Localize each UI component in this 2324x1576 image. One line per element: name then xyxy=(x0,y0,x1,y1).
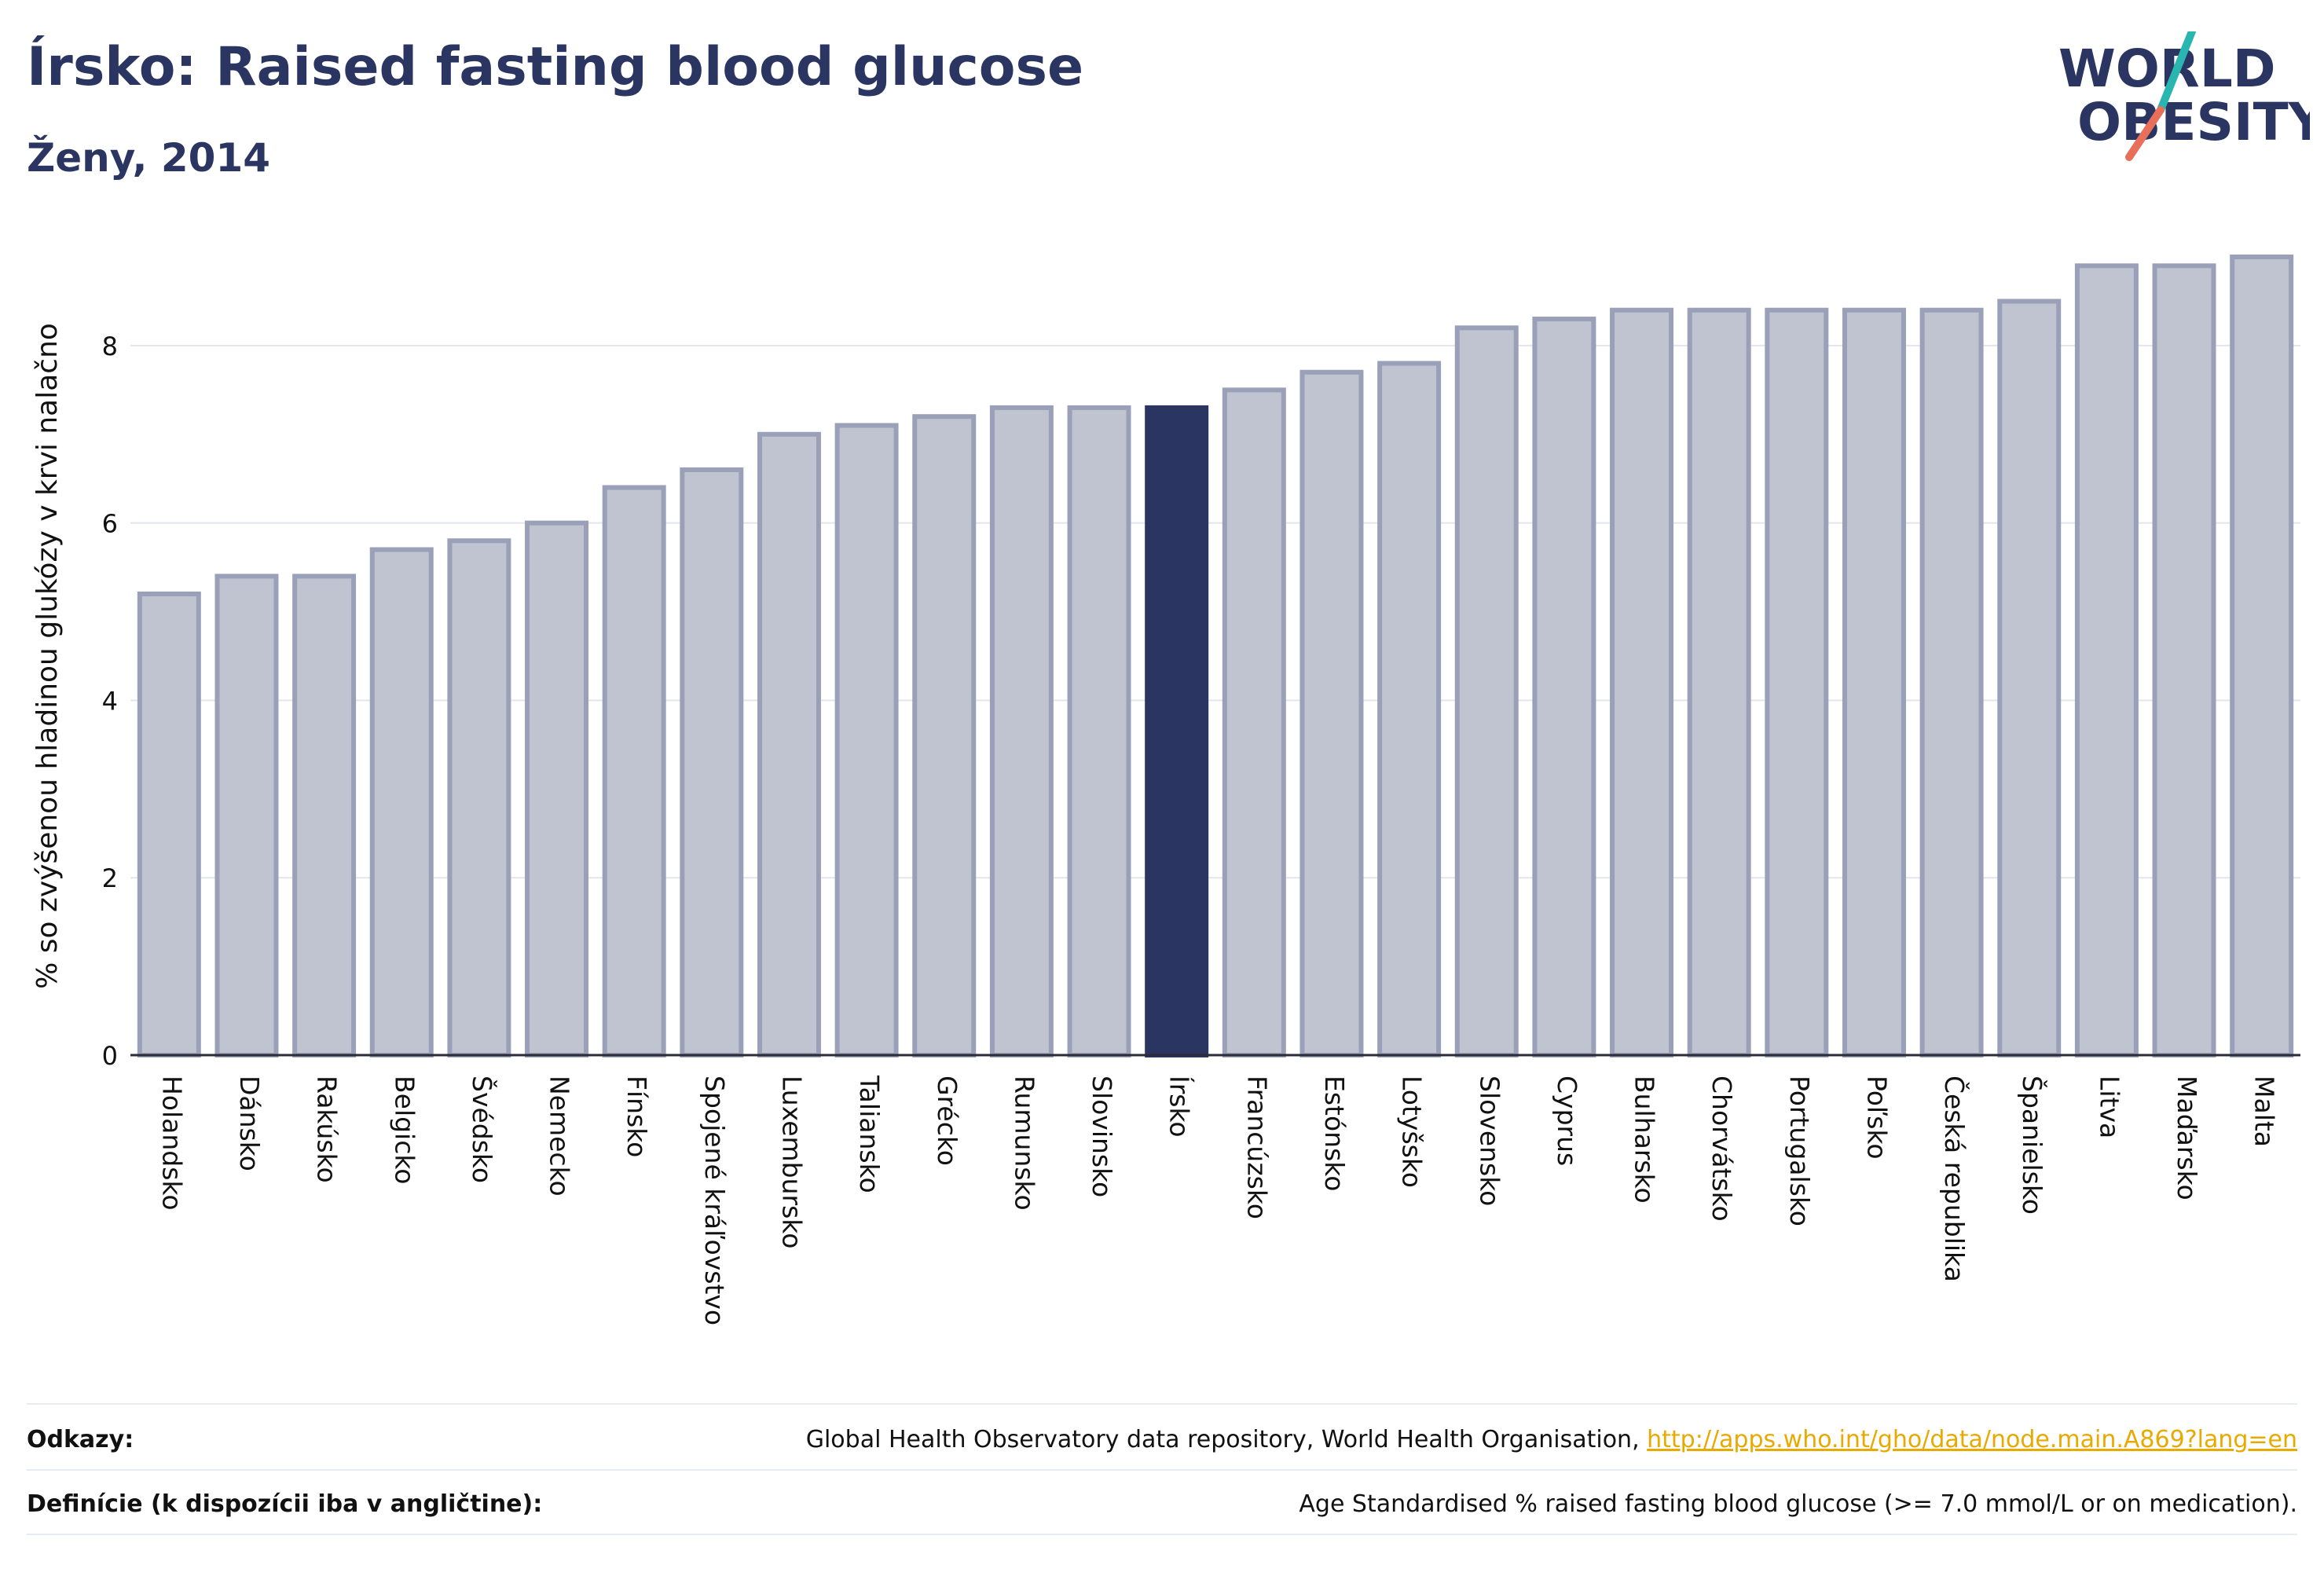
x-tick-label: Česká republika xyxy=(1939,1076,1970,1282)
x-tick-label: Slovinsko xyxy=(1087,1076,1117,1197)
x-tick-label: Írsko xyxy=(1164,1076,1196,1138)
x-tick-label: Litva xyxy=(2094,1076,2124,1138)
bar xyxy=(1299,369,1364,1057)
y-tick-label: 4 xyxy=(102,686,118,716)
x-tick-label: Španielsko xyxy=(2017,1076,2048,1215)
bar xyxy=(1765,307,1829,1057)
x-tick-labels: Holandsko Dánsko Rakúsko Belgicko Švédsko Nem… xyxy=(156,1075,2279,1325)
x-tick-label: Grécko xyxy=(932,1076,962,1166)
x-tick-label: Rumunsko xyxy=(1009,1076,1039,1211)
definitions-text: Age Standardised % raised fasting blood … xyxy=(1299,1490,2297,1518)
x-tick-label: Belgicko xyxy=(389,1076,420,1185)
x-tick-label: Dánsko xyxy=(234,1076,265,1171)
bar xyxy=(2152,263,2216,1057)
x-tick-label: Rakúsko xyxy=(312,1076,343,1183)
x-tick-label: Cyprus xyxy=(1552,1076,1582,1166)
bar xyxy=(369,547,434,1057)
bar xyxy=(292,574,357,1057)
logo-slash-teal xyxy=(2157,27,2196,114)
bar xyxy=(680,467,744,1057)
x-tick-label: Portugalsko xyxy=(1784,1076,1815,1226)
x-tick-label: Taliansko xyxy=(854,1075,885,1193)
logo-line2: OBESITY xyxy=(2077,92,2310,152)
x-tick-label: Malta xyxy=(2249,1076,2280,1147)
references-text: Global Health Observatory data repositor… xyxy=(805,1425,1648,1453)
bar xyxy=(2074,263,2139,1057)
chart-title: Írsko: Raised fasting blood glucose xyxy=(27,36,1084,98)
y-tick-label: 2 xyxy=(102,863,118,893)
bar xyxy=(1454,325,1519,1057)
logo-slash-coral xyxy=(2125,106,2165,161)
x-tick-label: Poľsko xyxy=(1861,1076,1892,1160)
bar xyxy=(757,431,821,1057)
bar xyxy=(1610,307,1674,1057)
x-tick-label: Nemecko xyxy=(544,1076,575,1197)
bar xyxy=(1842,307,1906,1057)
footer-references-row: Odkazy: Global Health Observatory data r… xyxy=(27,1408,2297,1471)
bar xyxy=(1919,307,1984,1057)
bar xyxy=(989,405,1054,1057)
bar-chart: 0 2 4 6 8 Holandsko Dánsko Rakúsko Belgicko Švéd… xyxy=(31,255,2300,1325)
bar xyxy=(2230,255,2294,1057)
bars xyxy=(137,255,2294,1058)
y-axis-label: % so zvýšenou hladinou glukózy v krvi na… xyxy=(31,323,64,989)
y-tick-label: 0 xyxy=(102,1041,118,1071)
x-tick-label: Slovensko xyxy=(1474,1076,1505,1206)
x-tick-label: Švédsko xyxy=(467,1076,498,1183)
bar xyxy=(447,538,511,1057)
x-tick-label: Maďarsko xyxy=(2172,1076,2202,1200)
bar xyxy=(1997,299,2062,1057)
y-tick-label: 6 xyxy=(102,509,118,539)
x-tick-label: Lotyšsko xyxy=(1397,1076,1428,1188)
bar xyxy=(602,485,666,1057)
bar xyxy=(834,423,899,1057)
bar xyxy=(1687,307,1751,1057)
x-tick-label: Francúzsko xyxy=(1241,1076,1272,1219)
x-tick-label: Spojené kráľovstvo xyxy=(699,1076,730,1325)
x-tick-label: Fínsko xyxy=(621,1076,652,1157)
bar xyxy=(1222,387,1286,1058)
bar-highlighted xyxy=(1145,405,1209,1057)
y-tick-labels: 0 2 4 6 8 xyxy=(102,332,118,1071)
x-tick-label: Chorvátsko xyxy=(1706,1076,1737,1222)
bar xyxy=(1532,317,1596,1057)
y-tick-label: 8 xyxy=(102,332,118,361)
references-value: Global Health Observatory data repositor… xyxy=(806,1426,2297,1453)
references-link[interactable]: http://apps.who.int/gho/data/node.main.A… xyxy=(1647,1425,2297,1453)
x-tick-label: Luxembursko xyxy=(776,1076,807,1248)
world-obesity-logo: WORLD OBESITY xyxy=(2043,27,2324,173)
footer-divider-middle xyxy=(27,1469,2297,1471)
footer-definitions-row: Definície (k dispozícii iba v angličtine… xyxy=(27,1472,2297,1535)
x-tick-label: Bulharsko xyxy=(1629,1076,1660,1204)
footer-divider-bottom xyxy=(27,1534,2297,1535)
definitions-label: Definície (k dispozícii iba v angličtine… xyxy=(27,1490,543,1518)
bar xyxy=(1377,361,1442,1057)
footer-divider-top xyxy=(27,1403,2297,1405)
references-label: Odkazy: xyxy=(27,1425,134,1453)
bar xyxy=(1067,405,1131,1057)
bar xyxy=(137,591,201,1057)
x-tick-label: Estónsko xyxy=(1319,1076,1350,1191)
bar xyxy=(214,574,279,1057)
bar xyxy=(912,414,977,1057)
logo-graphic: WORLD OBESITY xyxy=(2058,27,2324,161)
x-tick-label: Holandsko xyxy=(156,1076,187,1211)
chart-subtitle: Ženy, 2014 xyxy=(27,135,271,181)
bar xyxy=(525,520,589,1057)
